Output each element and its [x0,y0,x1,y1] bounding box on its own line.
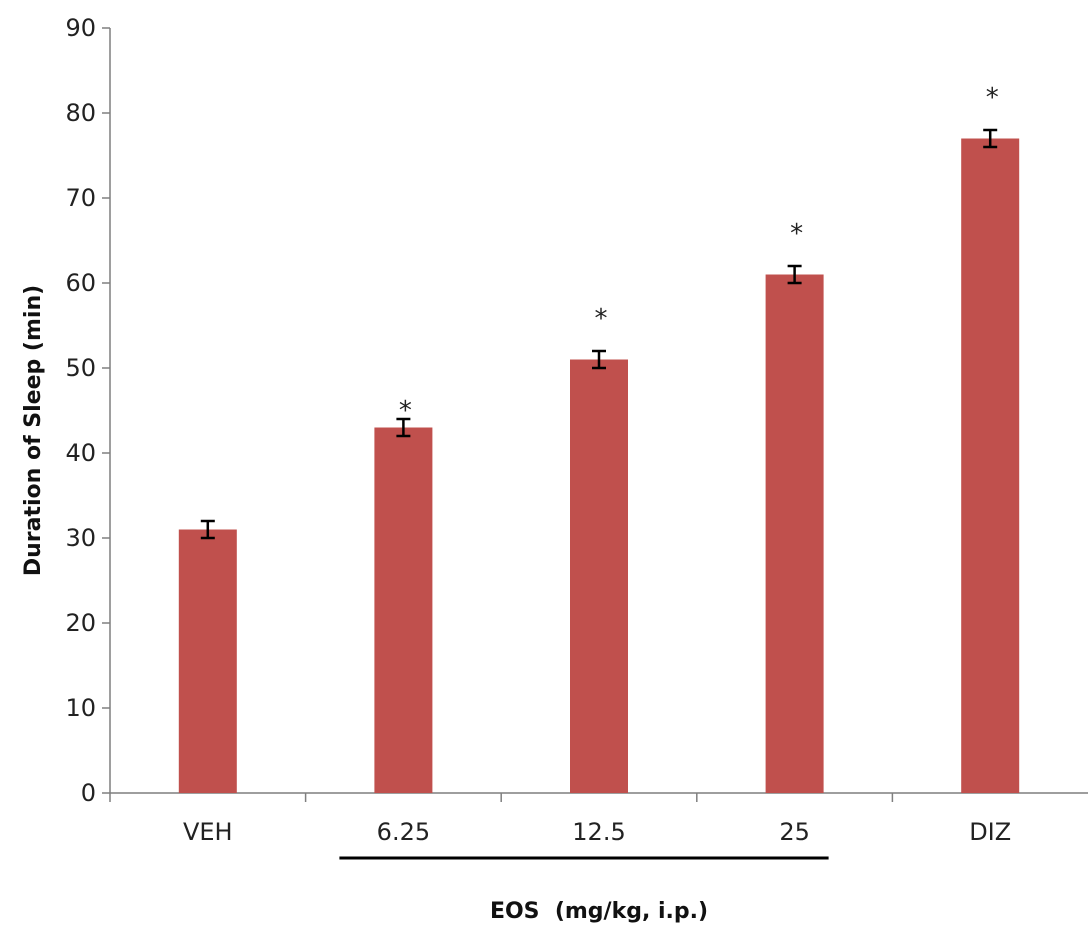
y-tick-label: 60 [65,269,96,297]
bar [765,274,824,793]
bar [961,138,1020,793]
x-axis-title: EOS (mg/kg, i.p.) [490,899,708,924]
error-bars-group [200,128,998,540]
x-tick-label: 6.25 [377,818,430,846]
x-tick-label: 12.5 [572,818,625,846]
significance-markers: * * * * [399,83,999,426]
y-tick-label: 30 [65,524,96,552]
significance-star: * [986,83,999,113]
y-tick-label: 50 [65,354,96,382]
y-tick-label: 80 [65,99,96,127]
y-axis: 0 10 20 30 40 50 60 70 80 90 [65,14,111,807]
y-tick-label: 90 [65,14,96,42]
x-tick-label: DIZ [969,818,1011,846]
bar [374,427,433,793]
significance-star: * [595,304,608,334]
x-tick-label: 25 [779,818,810,846]
y-tick-label: 0 [81,779,96,807]
x-tick-label: VEH [183,818,233,846]
significance-star: * [790,219,803,249]
y-axis-title: Duration of Sleep (min) [21,285,46,576]
bar [178,529,237,793]
y-tick-label: 70 [65,184,96,212]
bars-group [178,138,1020,793]
y-tick-label: 20 [65,609,96,637]
y-tick-label: 10 [65,694,96,722]
y-tick-label: 40 [65,439,96,467]
significance-star: * [399,396,412,426]
bar [570,359,628,793]
x-axis: VEH 6.25 12.5 25 DIZ [109,792,1088,846]
